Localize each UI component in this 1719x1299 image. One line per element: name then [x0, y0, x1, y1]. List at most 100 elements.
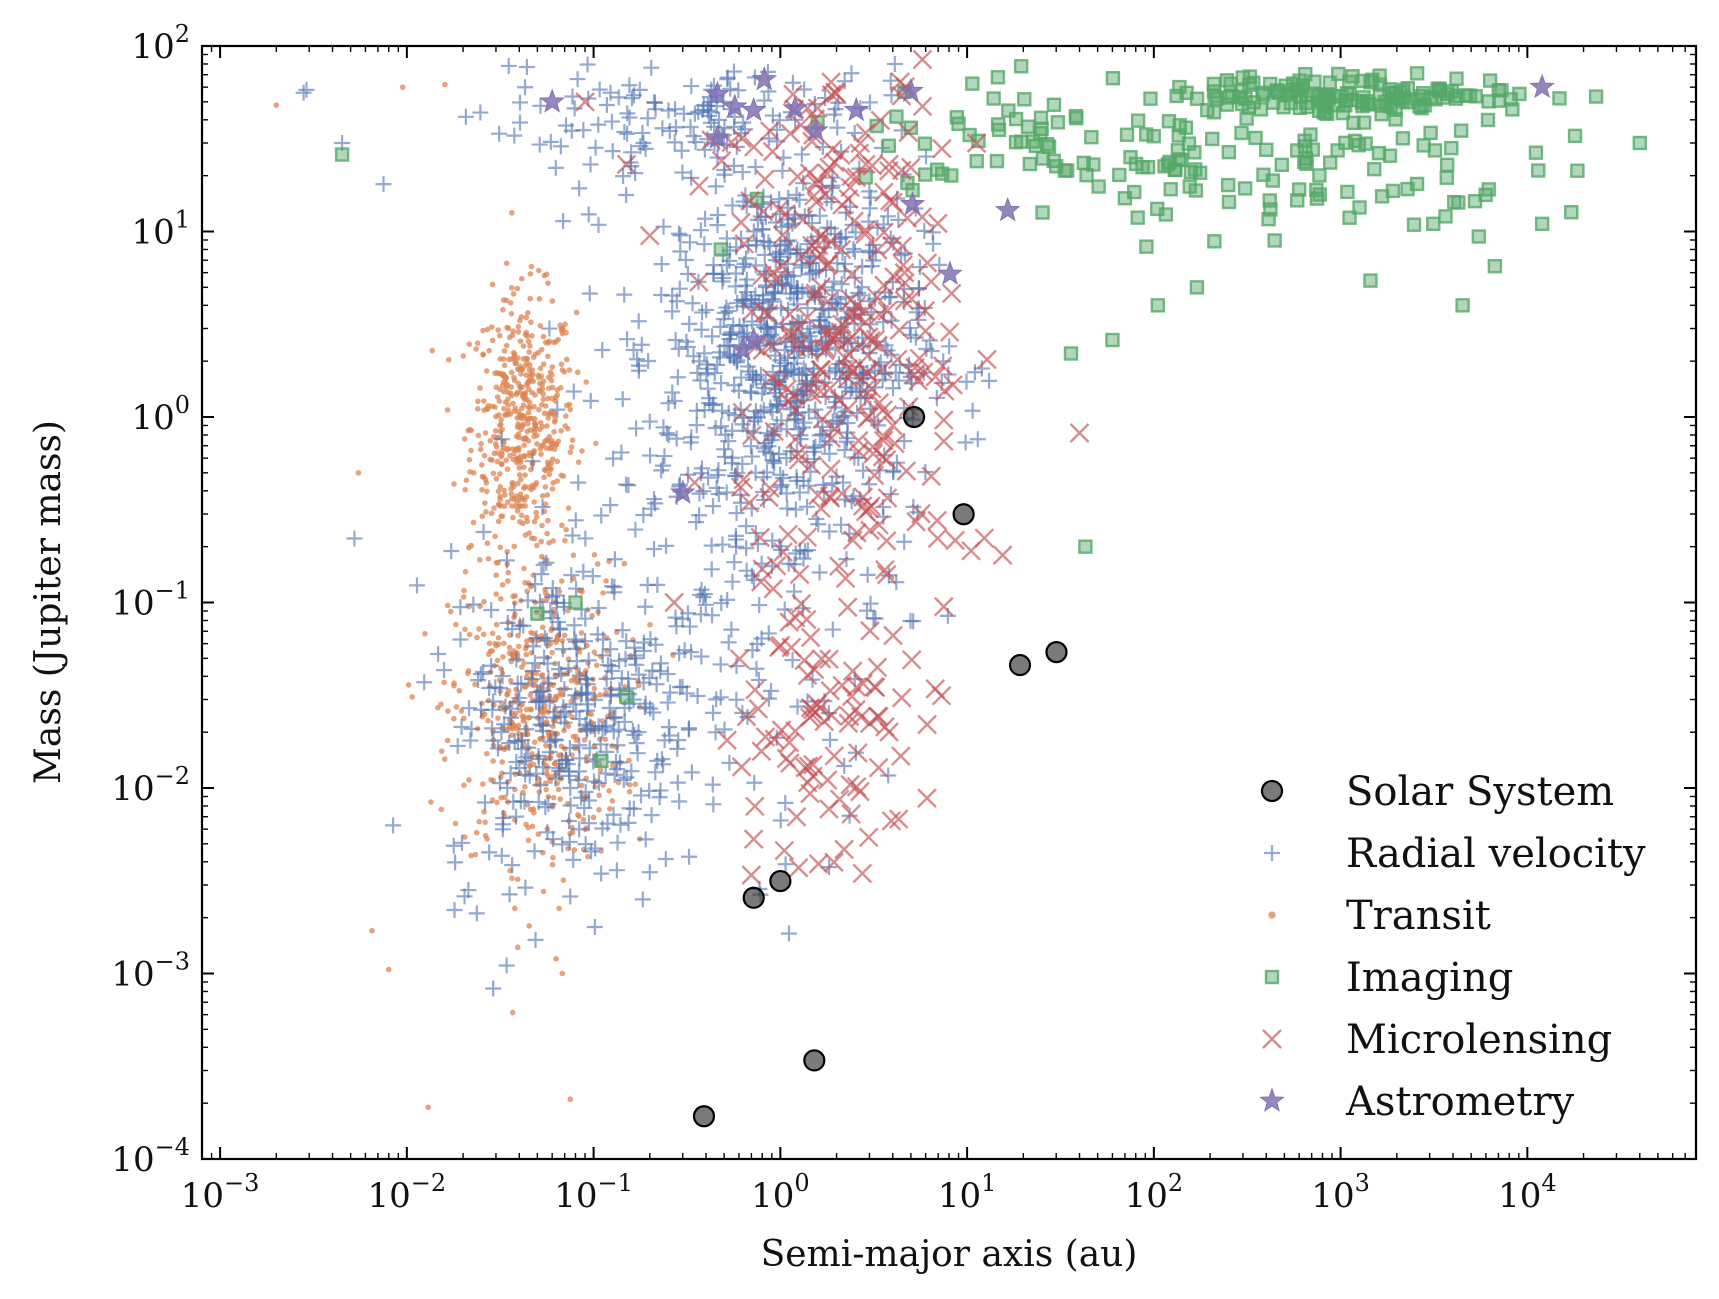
data-point-transit: [512, 710, 519, 717]
data-point-radial-velocity: [764, 532, 781, 549]
data-point-radial-velocity: [493, 847, 510, 864]
data-point-transit: [483, 509, 489, 515]
data-point-radial-velocity: [684, 295, 701, 312]
data-point-imaging: [1041, 139, 1057, 154]
data-point-imaging: [1069, 110, 1084, 126]
data-point-imaging: [1261, 211, 1276, 227]
data-point-transit: [458, 708, 465, 714]
data-point-transit: [545, 353, 551, 360]
data-point-radial-velocity: [732, 494, 749, 511]
data-point-radial-velocity: [494, 668, 511, 685]
data-point-radial-velocity: [779, 349, 796, 366]
data-point-radial-velocity: [468, 905, 485, 922]
data-point-transit: [559, 330, 566, 337]
data-point-transit: [474, 634, 480, 641]
data-point-radial-velocity: [694, 304, 711, 321]
data-point-transit: [494, 394, 501, 400]
data-point-transit: [273, 102, 280, 108]
data-point-transit: [558, 427, 564, 434]
legend-label: Transit: [1346, 893, 1491, 939]
data-point-microlensing: [855, 224, 876, 245]
data-point-radial-velocity: [513, 741, 530, 758]
data-point-microlensing: [748, 698, 769, 719]
data-point-radial-velocity: [723, 455, 740, 472]
data-point-microlensing: [891, 687, 912, 708]
data-point-transit: [511, 374, 517, 381]
data-point-imaging: [1146, 129, 1161, 144]
data-point-radial-velocity: [475, 664, 492, 681]
data-point-imaging: [1207, 88, 1222, 103]
data-point-transit: [456, 687, 463, 694]
data-point-microlensing: [768, 637, 789, 658]
data-point-transit: [537, 365, 544, 372]
data-point-radial-velocity: [859, 566, 876, 583]
data-point-transit: [520, 343, 527, 349]
data-point-transit: [529, 367, 536, 373]
data-point-imaging: [1371, 145, 1387, 161]
data-point-microlensing: [878, 160, 899, 181]
data-point-imaging: [1423, 125, 1438, 141]
data-point-astrometry: [740, 96, 767, 122]
data-point-transit: [494, 657, 501, 664]
data-point-radial-velocity: [704, 328, 721, 345]
data-point-microlensing: [806, 174, 827, 194]
data-point-radial-velocity: [776, 342, 793, 359]
data-point-radial-velocity: [685, 348, 702, 365]
legend-item-radial-velocity: Radial velocity: [1264, 831, 1646, 877]
data-point-transit: [475, 432, 482, 439]
data-point-transit: [562, 413, 569, 419]
data-point-radial-velocity: [653, 256, 670, 273]
data-point-imaging: [1351, 138, 1366, 153]
data-point-transit: [508, 491, 515, 497]
x-ticks: 10−3 10−2 10−1 100 101 102 103 104: [181, 46, 1697, 1216]
data-point-microlensing: [862, 378, 882, 399]
data-point-radial-velocity: [705, 796, 722, 813]
data-point-transit: [502, 412, 508, 418]
data-point-radial-velocity: [679, 265, 696, 282]
data-point-transit: [512, 905, 518, 912]
data-point-radial-velocity: [585, 753, 602, 770]
data-point-microlensing: [804, 285, 825, 306]
data-point-transit: [544, 530, 550, 537]
data-point-radial-velocity: [723, 621, 740, 638]
data-point-radial-velocity: [632, 787, 649, 804]
data-point-transit: [505, 402, 512, 408]
data-point-transit: [543, 786, 550, 793]
data-point-radial-velocity: [785, 268, 802, 285]
data-point-imaging: [1447, 194, 1462, 210]
data-point-imaging: [990, 70, 1006, 85]
data-point-radial-velocity: [598, 97, 615, 114]
data-point-imaging: [1259, 142, 1274, 157]
data-point-microlensing: [867, 240, 888, 260]
data-point-imaging: [1564, 205, 1579, 220]
data-point-radial-velocity: [512, 114, 529, 131]
data-point-radial-velocity: [908, 304, 925, 321]
data-point-microlensing: [840, 774, 861, 795]
data-point-radial-velocity: [485, 980, 502, 997]
data-point-radial-velocity: [581, 740, 598, 757]
data-point-transit: [583, 379, 590, 385]
data-point-radial-velocity: [837, 228, 854, 245]
data-point-microlensing: [814, 340, 835, 361]
data-point-transit: [529, 333, 535, 339]
data-point-transit: [552, 416, 558, 423]
data-point-transit: [516, 464, 523, 471]
data-point-transit: [466, 631, 473, 638]
series-astrometry: [539, 66, 1555, 504]
data-point-transit: [593, 662, 600, 668]
data-point-radial-velocity: [609, 834, 626, 851]
data-point-radial-velocity: [628, 735, 645, 752]
data-point-microlensing: [739, 493, 760, 513]
data-point-radial-velocity: [658, 537, 675, 554]
data-point-radial-velocity: [862, 595, 879, 612]
data-point-imaging: [1237, 181, 1253, 196]
data-point-microlensing: [743, 137, 764, 157]
data-point-transit: [476, 626, 482, 632]
data-point-microlensing: [734, 234, 755, 254]
data-point-radial-velocity: [527, 576, 544, 593]
data-point-microlensing: [858, 827, 879, 848]
data-point-imaging: [1340, 184, 1355, 200]
data-point-microlensing: [867, 287, 887, 308]
data-point-radial-velocity: [788, 472, 805, 489]
data-point-transit: [550, 538, 557, 544]
